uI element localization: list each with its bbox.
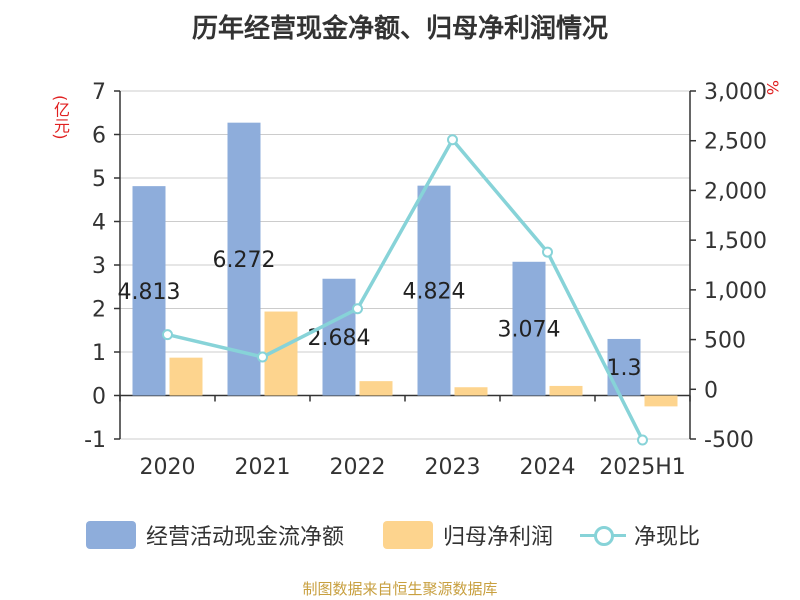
left-tick-label: 5: [92, 167, 106, 192]
data-label-cashflow-2021: 6.272: [213, 248, 276, 273]
bar-net-profit-2022: [359, 381, 393, 396]
right-tick-label: -500: [704, 428, 754, 453]
bar-cashflow-2023: [417, 185, 451, 396]
left-tick-label: 6: [92, 124, 106, 149]
legend-label-cash-ratio: 净现比: [634, 525, 701, 550]
right-tick-label: 0: [704, 378, 718, 403]
left-axis-unit: (亿元): [51, 95, 70, 140]
bar-cashflow-2022: [322, 278, 356, 396]
legend-item-cash-ratio[interactable]: 净现比: [580, 517, 700, 553]
legend-label-net-profit: 归母净利润: [443, 525, 554, 550]
bar-net-profit-2020: [169, 357, 203, 396]
bar-cashflow-2025H1: [607, 338, 641, 396]
data-label-cashflow-2023: 4.824: [403, 280, 466, 305]
right-tick-label: 500: [704, 329, 746, 354]
left-tick-label: 0: [92, 385, 106, 410]
right-tick-label: 1,500: [704, 229, 767, 254]
bar-cashflow-2020: [132, 186, 166, 396]
line-cash-ratio: [167, 136, 645, 441]
legend-item-cashflow[interactable]: 经营活动现金流净额: [86, 517, 344, 553]
chart-plot: 7 6 5 4 3 2 1 0 -1 3,000 2,500 2,000 1,500 1,000 500 0 -…: [84, 80, 767, 480]
left-tick-label: 7: [92, 80, 106, 105]
left-tick-label: -1: [84, 428, 106, 453]
point-cash-ratio-2024: [542, 246, 553, 258]
left-tick-label: 3: [92, 254, 106, 279]
point-cash-ratio-2025H1: [637, 434, 648, 446]
x-tick-label: 2020: [140, 455, 196, 480]
right-tick-label: 2,000: [704, 179, 767, 204]
legend-swatch-net-profit: [383, 521, 433, 549]
source-note: 制图数据来自恒生聚源数据库: [302, 580, 498, 598]
legend-item-net-profit[interactable]: 归母净利润: [383, 517, 553, 553]
bar-net-profit-2025H1: [644, 395, 678, 407]
point-cash-ratio-2022: [352, 303, 363, 315]
x-tick-label: 2022: [330, 455, 386, 480]
bar-net-profit-2023: [454, 387, 488, 396]
legend-line-cash-ratio: [580, 521, 626, 549]
x-tick-label: 2023: [425, 455, 481, 480]
data-label-cashflow-2020: 4.813: [118, 280, 181, 305]
x-tick-label: 2024: [520, 455, 576, 480]
chart-title: 历年经营现金净额、归母净利润情况: [191, 14, 608, 44]
x-tick-label: 2021: [235, 455, 291, 480]
data-label-cashflow-2024: 3.074: [498, 318, 561, 343]
legend-label-cashflow: 经营活动现金流净额: [146, 525, 345, 550]
bar-cashflow-2024: [512, 261, 546, 396]
legend-swatch-cashflow: [86, 521, 136, 549]
left-tick-label: 1: [92, 341, 106, 366]
point-cash-ratio-2023: [447, 134, 458, 146]
chart-legend: 经营活动现金流净额 归母净利润 净现比: [0, 517, 800, 553]
right-tick-label: 3,000: [704, 80, 767, 105]
left-tick-label: 2: [92, 298, 106, 323]
point-cash-ratio-2020: [162, 329, 173, 341]
right-tick-label: 1,000: [704, 279, 767, 304]
right-tick-label: 2,500: [704, 130, 767, 155]
left-tick-label: 4: [92, 211, 106, 236]
bar-net-profit-2024: [549, 385, 583, 396]
point-cash-ratio-2021: [257, 351, 268, 363]
x-tick-label: 2025H1: [599, 455, 686, 480]
